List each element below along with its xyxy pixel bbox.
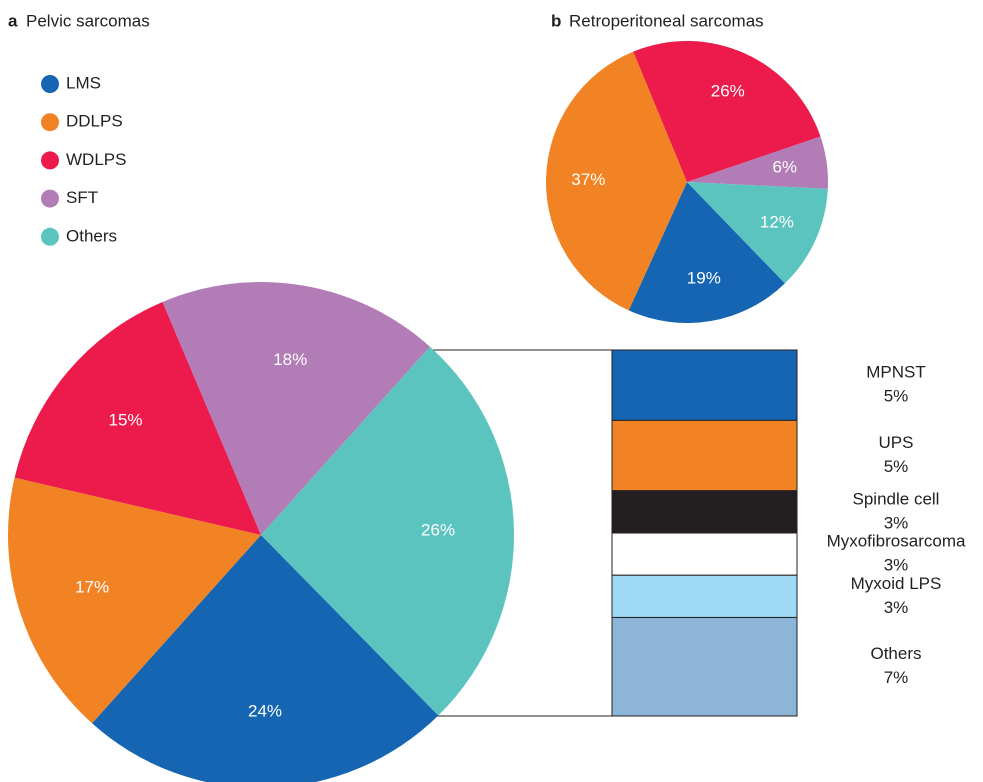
segment-label: MPNST <box>866 363 926 382</box>
data-label: 26% <box>421 520 455 539</box>
chart-title: Retroperitoneal sarcomas <box>569 11 764 30</box>
pie-slice <box>687 136 828 189</box>
data-label: 17% <box>75 578 109 597</box>
panel-label: b <box>551 11 561 30</box>
pie-slice <box>546 51 687 311</box>
bar-segment <box>611 490 798 534</box>
legend-swatch <box>41 189 59 208</box>
segment-value: 3% <box>884 556 909 575</box>
bar-segment <box>611 349 798 421</box>
segment-value: 3% <box>884 513 909 532</box>
segment-value: 5% <box>884 457 909 476</box>
segment-value: 5% <box>884 387 909 406</box>
pie-slice <box>633 41 821 183</box>
segment-label: UPS <box>879 433 914 452</box>
segment-value: 3% <box>884 598 909 617</box>
segment-label: Others <box>870 644 921 663</box>
legend-label: SFT <box>66 188 98 207</box>
pie-slice <box>92 535 439 782</box>
chart-title: Pelvic sarcomas <box>26 11 150 30</box>
data-label: 18% <box>273 350 307 369</box>
legend-label: DDLPS <box>66 112 123 131</box>
pie-slice <box>687 182 828 284</box>
data-label: 24% <box>248 702 282 721</box>
bar-segment <box>611 419 798 492</box>
legend-swatch <box>41 227 59 246</box>
legend-label: WDLPS <box>66 150 126 169</box>
segment-label: Myxofibrosarcoma <box>827 532 966 551</box>
bar-segment <box>611 574 798 618</box>
data-label: 26% <box>711 82 745 101</box>
bar-segment <box>611 616 798 717</box>
segment-value: 7% <box>884 668 909 687</box>
data-label: 15% <box>109 410 143 429</box>
pie-slice <box>14 301 262 535</box>
data-label: 19% <box>687 269 721 288</box>
legend-swatch <box>41 75 59 93</box>
pie-slice <box>7 477 261 724</box>
pie-slice <box>261 346 514 716</box>
legend-swatch <box>41 151 59 170</box>
legend-label: LMS <box>66 73 101 92</box>
data-label: 12% <box>760 212 794 231</box>
legend-label: Others <box>66 226 117 245</box>
segment-label: Spindle cell <box>853 489 940 508</box>
data-label: 6% <box>772 158 797 177</box>
data-label: 37% <box>571 170 605 189</box>
segment-label: Myxoid LPS <box>851 574 942 593</box>
legend-swatch <box>41 113 59 132</box>
bar-segment <box>611 532 798 576</box>
pie-slice <box>162 282 430 535</box>
pie-slice <box>628 182 785 323</box>
panel-label: a <box>8 11 18 30</box>
